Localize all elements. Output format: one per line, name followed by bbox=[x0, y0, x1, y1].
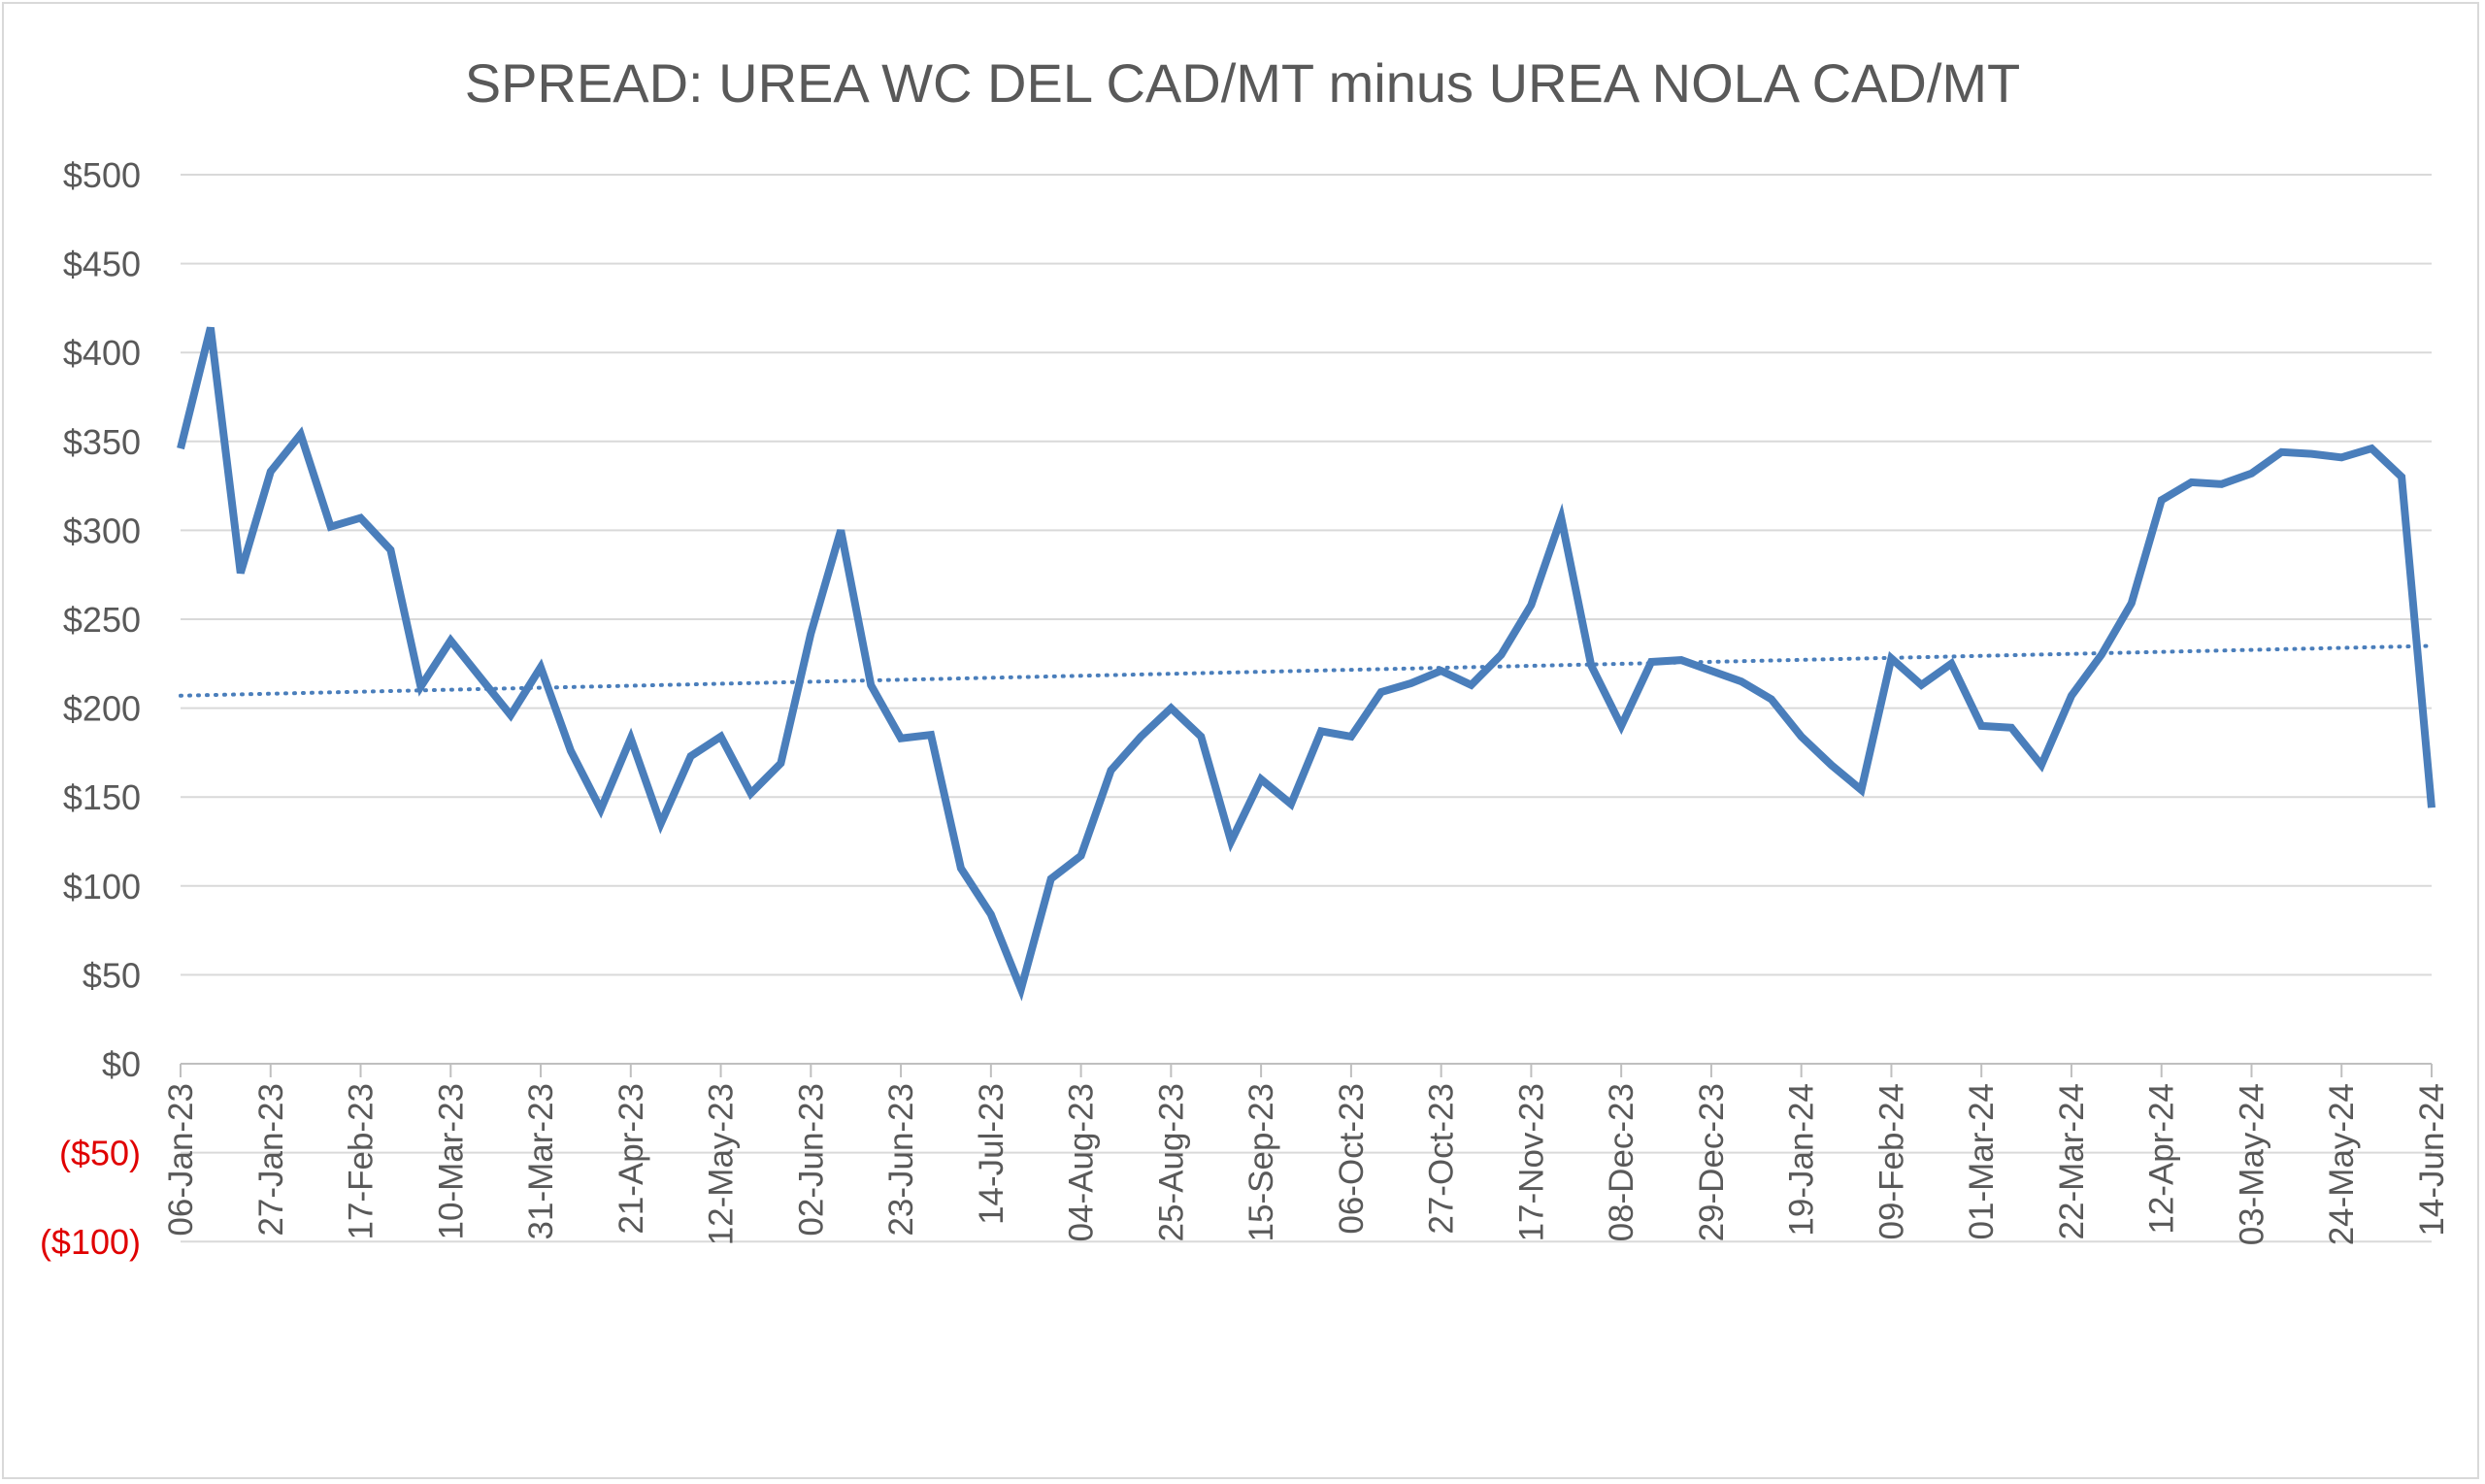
x-tick-label: 10-Mar-23 bbox=[432, 1083, 470, 1239]
x-tick-label: 17-Feb-23 bbox=[343, 1083, 381, 1239]
x-tick-label: 24-May-24 bbox=[2323, 1083, 2361, 1245]
x-tick-label: 29-Dec-23 bbox=[1693, 1083, 1731, 1241]
x-tick-label: 27-Jan-23 bbox=[252, 1083, 290, 1237]
y-tick-label: ($50) bbox=[59, 1134, 141, 1173]
x-tick-label: 14-Jun-24 bbox=[2413, 1083, 2451, 1237]
x-tick-label: 21-Apr-23 bbox=[613, 1083, 650, 1235]
x-tick-label: 27-Oct-23 bbox=[1423, 1083, 1461, 1235]
x-tick-label: 12-Apr-24 bbox=[2143, 1083, 2181, 1235]
y-tick-label: $350 bbox=[63, 422, 141, 462]
trendline bbox=[179, 643, 2434, 698]
y-tick-label: ($100) bbox=[40, 1222, 141, 1262]
y-tick-label: $300 bbox=[63, 511, 141, 550]
x-tick-label: 19-Jan-24 bbox=[1783, 1083, 1821, 1237]
chart-title: SPREAD: UREA WC DEL CAD/MT minus UREA NO… bbox=[465, 52, 2021, 114]
y-tick-label: $0 bbox=[102, 1044, 141, 1084]
gridlines bbox=[181, 174, 2432, 1243]
x-tick-label: 15-Sep-23 bbox=[1242, 1083, 1280, 1241]
x-tick-label: 01-Mar-24 bbox=[1963, 1083, 2001, 1239]
y-tick-label: $200 bbox=[63, 689, 141, 729]
x-axis: 06-Jan-23 27-Jan-23 17-Feb-23 10-Mar-23 31-M… bbox=[162, 1063, 2451, 1245]
x-tick-label: 23-Jun-23 bbox=[882, 1083, 920, 1237]
x-tick-label: 08-Dec-23 bbox=[1603, 1083, 1640, 1241]
series-layer bbox=[177, 326, 2435, 1002]
x-tick-label: 09-Feb-24 bbox=[1872, 1083, 1910, 1239]
y-tick-label: $500 bbox=[63, 155, 141, 195]
x-tick-label: 17-Nov-23 bbox=[1512, 1083, 1550, 1241]
x-tick-label: 04-Aug-23 bbox=[1063, 1083, 1101, 1241]
x-tick-label: 02-Jun-23 bbox=[792, 1083, 830, 1237]
x-tick-label: 14-Jul-23 bbox=[973, 1083, 1011, 1225]
x-tick-label: 06-Oct-23 bbox=[1333, 1083, 1371, 1235]
y-tick-label: $400 bbox=[63, 333, 141, 373]
x-tick-label: 03-May-24 bbox=[2233, 1083, 2270, 1245]
y-tick-label: $100 bbox=[63, 867, 141, 907]
y-tick-label: $450 bbox=[63, 245, 141, 284]
x-tick-label: 31-Mar-23 bbox=[522, 1083, 560, 1239]
y-axis-labels: $500 $450 $400 $350 $300 $250 $200 $150 $100 $50 $… bbox=[40, 155, 141, 1262]
x-tick-label: 22-Mar-24 bbox=[2053, 1083, 2091, 1239]
x-tick-label: 12-May-23 bbox=[703, 1083, 741, 1245]
y-tick-label: $50 bbox=[83, 955, 141, 995]
x-tick-label: 25-Aug-23 bbox=[1152, 1083, 1190, 1241]
y-tick-label: $250 bbox=[63, 600, 141, 640]
spread-line bbox=[177, 326, 2435, 1002]
y-tick-label: $150 bbox=[63, 777, 141, 817]
x-tick-label: 06-Jan-23 bbox=[162, 1083, 200, 1237]
